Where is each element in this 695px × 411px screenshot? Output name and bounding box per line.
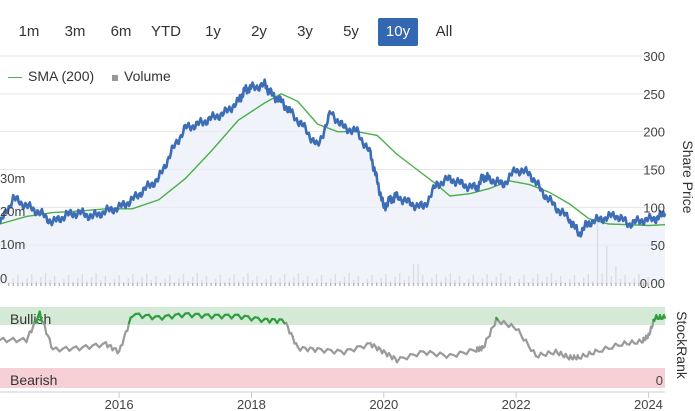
bullish-band [0, 307, 665, 325]
range-button-1m[interactable]: 1m [18, 23, 40, 40]
volume-square-icon [112, 74, 119, 81]
stockrank-tick-label: 0 [656, 373, 663, 388]
range-button-6m[interactable]: 6m [110, 23, 132, 40]
volume-bar [564, 283, 566, 286]
volume-bar [389, 281, 392, 286]
legend-sma-label: SMA (200) [28, 68, 95, 85]
volume-bar [541, 281, 543, 286]
stockrank-line [0, 310, 667, 364]
volume-bar [86, 281, 88, 286]
legend-volume: Volume [112, 68, 171, 84]
sma-line [0, 93, 666, 227]
price-tick-label: 300 [643, 49, 665, 64]
volume-bar [477, 282, 479, 286]
stockrank-axis-title: StockRank [674, 311, 690, 380]
volume-tick-label: 30m [0, 171, 25, 186]
volume-bar [463, 283, 465, 286]
legend: SMA (200) Volume [8, 67, 185, 87]
bearish-label: Bearish [10, 372, 57, 388]
range-button-3y[interactable]: 3y [297, 23, 313, 40]
stockrank-segment [291, 335, 296, 345]
price-tick-label: 100 [643, 200, 665, 215]
volume-tick-label: 0 [0, 271, 7, 286]
price-tick-label: 250 [643, 87, 665, 102]
volume-bar [642, 281, 645, 286]
volume-bar [311, 283, 313, 286]
stockrank-segment [38, 310, 43, 322]
volume-bar [187, 281, 189, 286]
x-tick-label: 2022 [502, 397, 531, 411]
stockrank-segment [126, 322, 131, 332]
price-axis-ticks: 0.00 50 100 150 200 250 300 [640, 49, 665, 291]
volume-bar [514, 283, 516, 286]
volume-bar [261, 283, 263, 286]
stockrank-segment [483, 337, 488, 348]
price-area-fill [0, 79, 665, 283]
volume-axis-ticks: 0 10m 20m 30m [0, 171, 25, 286]
stockrank-axis-ticks: 0 [656, 373, 663, 388]
stockrank-segment [48, 337, 53, 349]
x-axis-ticks: 2016 2018 2020 2022 2024 [105, 392, 663, 411]
price-line [0, 78, 667, 238]
bearish-band [0, 368, 665, 388]
range-button-1y[interactable]: 1y [205, 23, 221, 40]
volume-bar [123, 282, 125, 286]
volume-bar [238, 281, 240, 286]
volume-bar [8, 283, 10, 286]
volume-bar [426, 282, 428, 286]
range-button-all[interactable]: All [435, 23, 453, 40]
volume-tick-label: 20m [0, 204, 25, 219]
sma-line-icon [8, 77, 22, 79]
volume-bar [224, 282, 226, 286]
volume-bar [376, 282, 378, 286]
x-tick-label: 2020 [369, 397, 398, 411]
stockrank-segment [662, 314, 667, 319]
volume-bar [58, 283, 60, 286]
range-button-10y[interactable]: 10y [378, 18, 418, 46]
volume-bar [325, 282, 327, 286]
volume-bar [362, 283, 364, 286]
volume-bar [109, 283, 111, 286]
legend-volume-label: Volume [124, 68, 171, 85]
volume-bar [136, 281, 139, 286]
price-tick-label: 0.00 [640, 276, 665, 291]
stockrank-segment [488, 327, 493, 338]
volume-bar [578, 282, 580, 286]
price-tick-label: 150 [643, 163, 665, 178]
volume-bar [35, 281, 37, 286]
range-button-5y[interactable]: 5y [343, 23, 359, 40]
range-button-2y[interactable]: 2y [251, 23, 267, 40]
volume-bar [159, 283, 162, 286]
volume-bar [72, 282, 74, 286]
stockrank-segment [286, 325, 291, 335]
legend-sma: SMA (200) [8, 68, 94, 84]
volume-bar [629, 282, 631, 286]
price-tick-label: 50 [651, 238, 665, 253]
volume-tick-label: 10m [0, 237, 25, 252]
volume-bar [491, 281, 493, 286]
x-tick-label: 2018 [237, 397, 266, 411]
price-tick-label: 200 [643, 125, 665, 140]
share-price-axis-title: Share Price [680, 140, 695, 213]
volume-bar [210, 283, 212, 286]
volume-bar [288, 281, 290, 286]
volume-bar [527, 282, 530, 286]
x-tick-label: 2016 [105, 397, 134, 411]
range-button-3m[interactable]: 3m [64, 23, 86, 40]
x-tick-label: 2024 [634, 397, 663, 411]
volume-bar [592, 281, 594, 286]
volume-bar [339, 281, 341, 286]
volume-bar [274, 282, 277, 286]
stockrank-segment [43, 324, 48, 335]
range-button-ytd[interactable]: YTD [151, 23, 181, 40]
volume-bar [173, 282, 175, 286]
volume-bar [440, 281, 442, 286]
stockrank-segment [121, 336, 126, 346]
volume-bar [21, 282, 24, 286]
